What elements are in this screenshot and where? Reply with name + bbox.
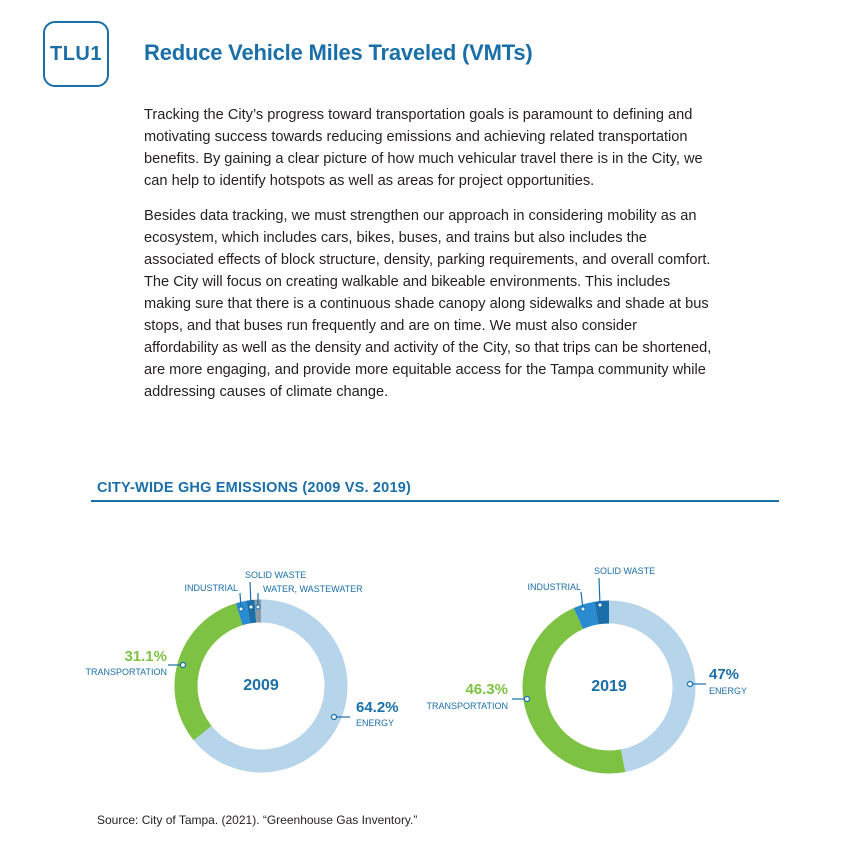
section-badge: TLU1 xyxy=(43,21,109,87)
donut-2019-transportation-value: 46.3% xyxy=(465,681,508,698)
paragraph-2: Besides data tracking, we must strengthe… xyxy=(144,208,712,400)
donut-2019-slice-industrial xyxy=(573,601,599,630)
donut-2019-energy-label: ENERGY xyxy=(709,686,747,696)
donut-2019-solid-waste-label: SOLID WASTE xyxy=(594,566,655,576)
donut-2019-slice-energy xyxy=(608,600,696,772)
donut-2009: 2009 64.2% ENERGY 31.1% TRANSPORTATION I… xyxy=(85,570,399,773)
donut-2009-slice-transportation xyxy=(174,603,243,741)
donut-2009-center-label: 2009 xyxy=(243,677,279,694)
donut-2019-slice-solid-waste xyxy=(594,600,610,625)
donut-2019-industrial-label: INDUSTRIAL xyxy=(527,582,581,592)
donut-2019-transportation-label: TRANSPORTATION xyxy=(426,701,508,711)
body-text: Tracking the City’s progress toward tran… xyxy=(144,104,714,416)
page-title: Reduce Vehicle Miles Traveled (VMTs) xyxy=(144,40,533,65)
donut-2009-solid-waste-label: SOLID WASTE xyxy=(245,570,306,580)
donut-2009-transportation-value: 31.1% xyxy=(124,648,167,665)
donut-2009-slice-solid-waste xyxy=(246,599,257,624)
chart-section-title: CITY-WIDE GHG EMISSIONS (2009 VS. 2019) xyxy=(97,480,411,496)
donut-2009-industrial-label: INDUSTRIAL xyxy=(184,583,238,593)
donut-2009-energy-label: ENERGY xyxy=(356,718,394,728)
donut-2009-energy-value: 64.2% xyxy=(356,699,399,716)
donut-2019-center-label: 2019 xyxy=(591,678,627,695)
source-citation: Source: City of Tampa. (2021). “Greenhou… xyxy=(97,813,418,827)
donut-2009-slice-industrial xyxy=(235,600,251,626)
donut-2019-slice-transportation xyxy=(522,608,626,774)
donut-2009-transportation-label: TRANSPORTATION xyxy=(85,667,167,677)
paragraph-1: Tracking the City’s progress toward tran… xyxy=(144,107,703,189)
donut-2019: 2019 47% ENERGY 46.3% TRANSPORTATION IND… xyxy=(426,566,747,774)
donut-2009-slice-energy xyxy=(193,599,348,773)
donut-2019-energy-value: 47% xyxy=(709,666,739,683)
section-divider xyxy=(91,500,779,502)
donut-2009-water-label: WATER, WASTEWATER xyxy=(263,584,363,594)
